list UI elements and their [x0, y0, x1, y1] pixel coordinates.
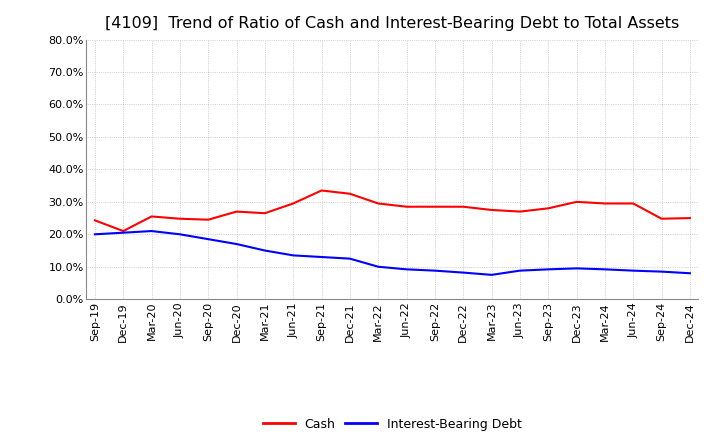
- Cash: [346, 191, 354, 196]
- Interest-Bearing Debt: [346, 256, 354, 261]
- Interest-Bearing Debt: [600, 267, 609, 272]
- Interest-Bearing Debt: [148, 228, 156, 234]
- Cash: [459, 204, 467, 209]
- Cash: [91, 218, 99, 223]
- Interest-Bearing Debt: [685, 271, 694, 276]
- Cash: [119, 228, 127, 234]
- Legend: Cash, Interest-Bearing Debt: Cash, Interest-Bearing Debt: [258, 413, 526, 436]
- Cash: [402, 204, 411, 209]
- Cash: [204, 217, 212, 222]
- Cash: [431, 204, 439, 209]
- Cash: [176, 216, 184, 221]
- Cash: [233, 209, 241, 214]
- Interest-Bearing Debt: [318, 254, 326, 260]
- Cash: [487, 207, 496, 213]
- Title: [4109]  Trend of Ratio of Cash and Interest-Bearing Debt to Total Assets: [4109] Trend of Ratio of Cash and Intere…: [105, 16, 680, 32]
- Interest-Bearing Debt: [487, 272, 496, 278]
- Interest-Bearing Debt: [516, 268, 524, 273]
- Interest-Bearing Debt: [657, 269, 666, 274]
- Interest-Bearing Debt: [431, 268, 439, 273]
- Interest-Bearing Debt: [289, 253, 297, 258]
- Interest-Bearing Debt: [572, 266, 581, 271]
- Cash: [544, 205, 552, 211]
- Interest-Bearing Debt: [629, 268, 637, 273]
- Interest-Bearing Debt: [261, 248, 269, 253]
- Line: Cash: Cash: [95, 191, 690, 231]
- Interest-Bearing Debt: [544, 267, 552, 272]
- Cash: [374, 201, 382, 206]
- Interest-Bearing Debt: [91, 231, 99, 237]
- Cash: [318, 188, 326, 193]
- Cash: [572, 199, 581, 205]
- Interest-Bearing Debt: [204, 237, 212, 242]
- Cash: [657, 216, 666, 221]
- Cash: [516, 209, 524, 214]
- Cash: [261, 211, 269, 216]
- Interest-Bearing Debt: [402, 267, 411, 272]
- Cash: [289, 201, 297, 206]
- Cash: [148, 214, 156, 219]
- Interest-Bearing Debt: [374, 264, 382, 269]
- Cash: [685, 216, 694, 221]
- Cash: [600, 201, 609, 206]
- Cash: [629, 201, 637, 206]
- Interest-Bearing Debt: [119, 230, 127, 235]
- Interest-Bearing Debt: [233, 242, 241, 247]
- Interest-Bearing Debt: [459, 270, 467, 275]
- Line: Interest-Bearing Debt: Interest-Bearing Debt: [95, 231, 690, 275]
- Interest-Bearing Debt: [176, 231, 184, 237]
